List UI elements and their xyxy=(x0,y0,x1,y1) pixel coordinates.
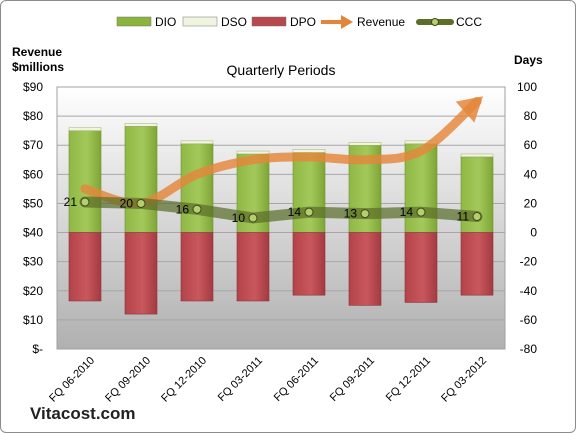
x-tick-label: FQ 12-2011 xyxy=(384,355,433,404)
bar-dpo xyxy=(68,232,102,302)
left-tick-label: $80 xyxy=(23,109,43,123)
left-tick-label: $70 xyxy=(23,138,43,152)
bar-dpo xyxy=(460,232,494,296)
revenue-arrowhead xyxy=(455,96,483,123)
right-tick-label: 0 xyxy=(530,226,537,240)
ccc-point xyxy=(248,213,258,223)
bar-dso xyxy=(348,142,382,146)
ccc-data-label: 16 xyxy=(176,202,190,216)
bar-dio xyxy=(180,143,214,233)
right-tick-label: 40 xyxy=(524,167,538,181)
right-tick-label: 80 xyxy=(524,109,538,123)
left-axis-ticks: $- $10 $20 $30 $40 $50 $60 $70 $80 $90 xyxy=(23,80,43,356)
left-tick-label: $90 xyxy=(23,80,43,94)
chart-title: Quarterly Periods xyxy=(227,62,336,78)
ccc-data-label: 13 xyxy=(344,207,358,221)
bar-dpo xyxy=(348,232,382,306)
legend-label-ccc: CCC xyxy=(456,15,482,29)
bar-dio xyxy=(68,130,102,233)
legend-swatch-dso xyxy=(182,16,218,27)
ccc-data-label: 20 xyxy=(120,196,134,210)
left-axis-title-line2: $millions xyxy=(12,60,64,74)
bar-dso xyxy=(180,140,214,145)
x-tick-label: FQ 09-2011 xyxy=(328,355,377,404)
legend-label-dso: DSO xyxy=(221,15,247,29)
x-tick-label: FQ 06-2010 xyxy=(47,355,97,405)
ccc-point xyxy=(136,198,146,208)
legend: DIO DSO DPO Revenue CCC xyxy=(116,15,482,29)
bar-dso xyxy=(236,150,270,155)
right-tick-label: -60 xyxy=(520,313,538,327)
x-tick-label: FQ 09-2010 xyxy=(103,355,153,405)
ccc-point xyxy=(192,204,202,214)
left-tick-label: $50 xyxy=(23,196,43,210)
legend-label-revenue: Revenue xyxy=(357,15,405,29)
legend-label-dio: DIO xyxy=(155,15,176,29)
ccc-point xyxy=(416,207,426,217)
legend-marker-ccc xyxy=(431,18,439,26)
ccc-series: 21 20 16 10 14 13 14 11 xyxy=(64,195,483,225)
ccc-data-label: 11 xyxy=(457,210,470,224)
left-tick-label: $30 xyxy=(23,255,43,269)
bar-dso xyxy=(292,149,326,153)
ccc-data-label: 14 xyxy=(288,205,302,219)
bar-dso xyxy=(68,127,102,131)
left-tick-label: $- xyxy=(32,342,43,356)
bar-dpo xyxy=(404,232,438,303)
right-tick-label: -80 xyxy=(520,342,538,356)
x-tick-label: FQ 12-2010 xyxy=(159,355,209,405)
right-axis-ticks: -80 -60 -40 -20 0 20 40 60 80 100 xyxy=(517,80,537,356)
legend-swatch-dio xyxy=(116,16,152,27)
ccc-point xyxy=(472,212,482,222)
right-tick-label: -20 xyxy=(520,255,538,269)
right-tick-label: 100 xyxy=(517,80,537,94)
ccc-point xyxy=(304,207,314,217)
x-tick-label: FQ 03-2011 xyxy=(216,355,265,404)
bar-dso xyxy=(460,153,494,158)
bar-dpo xyxy=(292,232,326,296)
bar-dio xyxy=(124,126,158,233)
ccc-point xyxy=(80,197,90,207)
left-tick-label: $60 xyxy=(23,167,43,181)
right-axis-title: Days xyxy=(514,53,543,67)
left-tick-label: $20 xyxy=(23,284,43,298)
ccc-point xyxy=(360,209,370,219)
legend-swatch-dpo xyxy=(251,16,287,27)
ccc-data-label: 14 xyxy=(400,205,414,219)
ccc-data-label: 10 xyxy=(232,211,246,225)
left-tick-label: $40 xyxy=(23,226,43,240)
legend-label-dpo: DPO xyxy=(290,15,316,29)
left-tick-label: $10 xyxy=(23,313,43,327)
x-tick-label: FQ 03-2012 xyxy=(439,355,489,405)
bar-dio xyxy=(292,152,326,233)
x-axis-ticks: FQ 06-2010 FQ 09-2010 FQ 12-2010 FQ 03-2011… xyxy=(47,355,489,405)
right-tick-label: 20 xyxy=(524,196,538,210)
bar-dpo xyxy=(236,232,270,302)
right-tick-label: 60 xyxy=(524,138,538,152)
ccc-line xyxy=(79,196,483,224)
bar-dso xyxy=(124,123,158,127)
bar-dpo xyxy=(124,232,158,315)
brand-label: Vitacost.com xyxy=(30,404,136,423)
legend-arrowhead xyxy=(341,15,353,29)
x-tick-label: FQ 06-2011 xyxy=(272,355,321,404)
ccc-data-label: 21 xyxy=(64,195,78,209)
right-tick-label: -40 xyxy=(520,284,538,298)
bar-dpo xyxy=(180,232,214,302)
left-axis-title-line1: Revenue xyxy=(12,45,62,59)
